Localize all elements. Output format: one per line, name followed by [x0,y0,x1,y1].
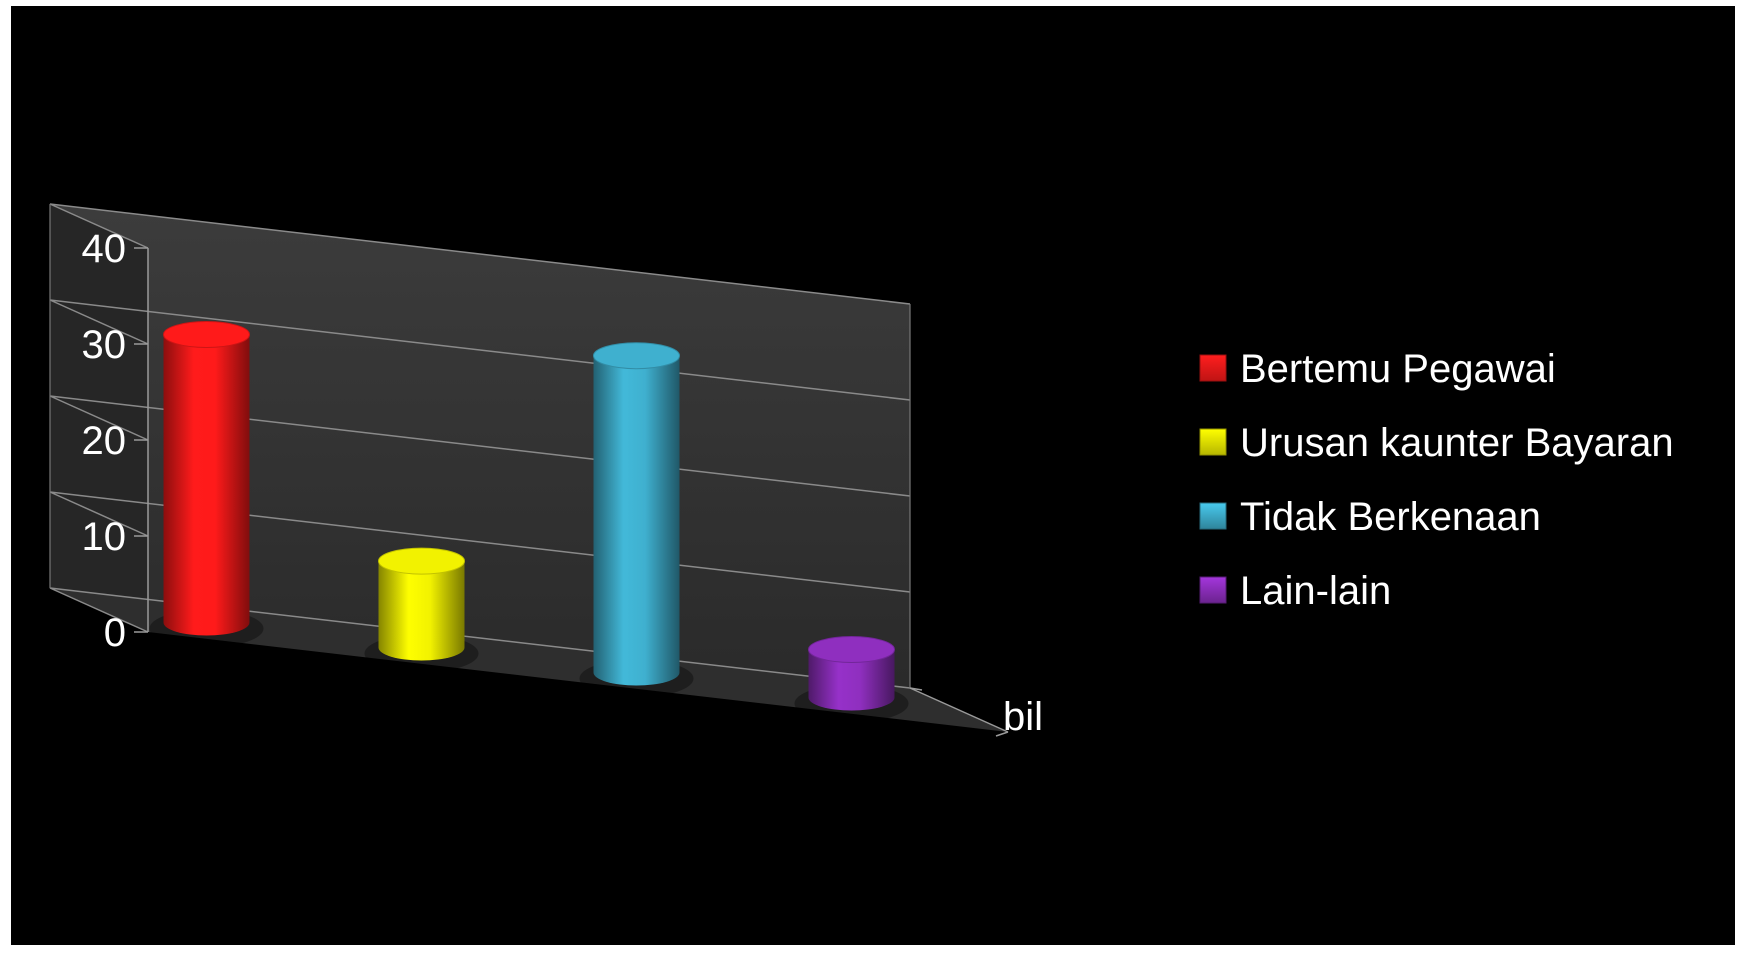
legend-swatch [1199,428,1227,456]
x-category-label: bil [1003,695,1043,739]
floor [50,588,1008,732]
legend-label: Lain-lain [1240,569,1391,613]
legend-item: Tidak Berkenaan [1199,495,1541,539]
x-axis: bil [909,687,1043,739]
bar-body [378,561,465,661]
bar-top [808,636,895,663]
y-axis-ticks: 0 10 20 30 40 [82,227,149,655]
y-tick-label: 20 [82,419,127,463]
legend-swatch [1199,354,1227,382]
legend-item: Urusan kaunter Bayaran [1199,421,1674,465]
bars [149,321,909,723]
bar-body [808,649,895,711]
legend-item: Bertemu Pegawai [1199,347,1556,391]
bar-body [593,355,680,686]
legend-label: Tidak Berkenaan [1240,495,1541,539]
legend-swatch [1199,502,1227,530]
bar-3[interactable] [794,636,909,723]
y-tick-label: 0 [104,611,126,655]
legend-swatch [1199,576,1227,604]
bar-top [163,321,250,348]
legend-label: Urusan kaunter Bayaran [1240,421,1674,465]
x-axis-line [909,687,1009,733]
y-tick-label: 30 [82,323,127,367]
legend-label: Bertemu Pegawai [1240,347,1556,391]
bar-1[interactable] [364,547,479,673]
legend: Bertemu Pegawai Urusan kaunter Bayaran Tid… [1199,347,1674,613]
x-tick-mark [909,687,923,691]
bar-top [593,342,680,370]
bar-2[interactable] [579,342,694,698]
legend-item: Lain-lain [1199,569,1391,613]
y-tick-label: 10 [82,515,127,559]
bar-top [378,547,465,575]
y-tick-label: 40 [82,227,127,271]
x-tick-mark [995,731,1009,737]
bar-body [163,334,250,636]
bar-0[interactable] [149,321,264,648]
